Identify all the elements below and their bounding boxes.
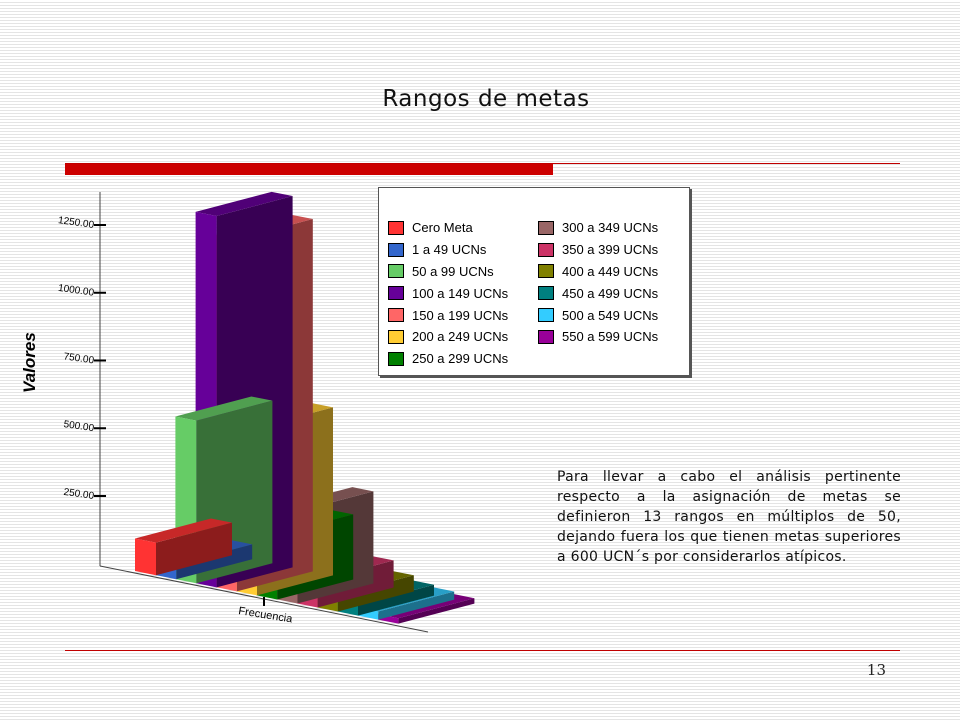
y-tick-label: 250.00 — [63, 487, 95, 502]
legend-item: 200 a 249 UCNs — [388, 326, 538, 348]
chart-axes — [99, 192, 429, 633]
y-tick-label: 1250.00 — [57, 215, 95, 231]
legend-item: 550 a 599 UCNs — [538, 326, 688, 348]
legend-item: 250 a 299 UCNs — [388, 348, 538, 370]
legend-item: Cero Meta — [388, 217, 538, 239]
legend-label: 100 a 149 UCNs — [412, 285, 509, 301]
accent-bar — [65, 164, 553, 175]
page-number: 13 — [866, 661, 886, 679]
legend-item: 350 a 399 UCNs — [538, 239, 688, 261]
legend-swatch — [388, 351, 404, 366]
legend-swatch — [538, 264, 554, 279]
y-tick-label: 500.00 — [63, 419, 95, 434]
bar-side — [337, 575, 414, 612]
legend-label: 550 a 599 UCNs — [562, 329, 659, 345]
legend-item: 500 a 549 UCNs — [538, 304, 688, 326]
legend-swatch — [388, 286, 404, 301]
legend-swatch — [538, 286, 554, 301]
legend-swatch — [388, 220, 404, 235]
bar-top — [175, 396, 273, 421]
legend-grid: Cero Meta 300 a 349 UCNs 1 a 49 UCNs 350 a … — [379, 188, 689, 370]
legend-item: 300 a 349 UCNs — [538, 217, 688, 239]
legend-label: 350 a 399 UCNs — [562, 242, 659, 258]
legend-label: 500 a 549 UCNs — [562, 307, 659, 323]
bar-top — [195, 191, 293, 217]
y-tick-label: 750.00 — [63, 351, 95, 366]
legend-swatch — [538, 308, 554, 323]
legend-swatch — [388, 308, 404, 323]
bars — [135, 191, 475, 624]
legend-swatch — [538, 242, 554, 257]
bar-front — [135, 538, 156, 576]
y-ticks: 1250.00 1000.00 750.00 500.00 250.00 — [57, 215, 106, 502]
y-tick-label: 1000.00 — [57, 283, 95, 299]
y-axis-label: Valores — [20, 332, 39, 393]
legend-label: 200 a 249 UCNs — [412, 329, 509, 345]
legend-item: 450 a 499 UCNs — [538, 282, 688, 304]
bar-top — [135, 518, 232, 543]
legend-swatch — [388, 329, 404, 344]
x-axis-label: Frecuencia — [238, 605, 294, 626]
legend-item: 1 a 49 UCNs — [388, 239, 538, 261]
top-rule — [65, 163, 900, 164]
legend-label: 250 a 299 UCNs — [412, 351, 509, 367]
bottom-rule — [65, 650, 900, 651]
bar-0 — [135, 518, 232, 576]
bar-side — [358, 584, 434, 616]
legend-item: 100 a 149 UCNs — [388, 282, 538, 304]
legend-label: 1 a 49 UCNs — [412, 242, 487, 258]
legend-label: 150 a 199 UCNs — [412, 307, 509, 323]
legend-item: 400 a 449 UCNs — [538, 261, 688, 283]
legend-swatch — [538, 329, 554, 344]
bar-side — [398, 598, 475, 624]
legend-item: 50 a 99 UCNs — [388, 261, 538, 283]
legend-empty-cell — [538, 348, 688, 370]
legend-swatch — [388, 242, 404, 257]
legend-swatch — [538, 220, 554, 235]
legend-label: 400 a 449 UCNs — [562, 263, 659, 279]
bar-side — [176, 544, 253, 580]
description-text: Para llevar a cabo el análisis pertinent… — [557, 469, 901, 565]
slide-title: Rangos de metas — [382, 86, 590, 112]
bar-side — [378, 591, 455, 620]
legend-label: 300 a 349 UCNs — [562, 220, 659, 236]
bar-side — [156, 522, 232, 576]
legend-label: Cero Meta — [412, 220, 473, 236]
legend-label: 450 a 499 UCNs — [562, 285, 659, 301]
chart-legend: Cero Meta 300 a 349 UCNs 1 a 49 UCNs 350 a … — [378, 187, 690, 376]
legend-swatch — [388, 264, 404, 279]
legend-item: 150 a 199 UCNs — [388, 304, 538, 326]
legend-label: 50 a 99 UCNs — [412, 263, 494, 279]
